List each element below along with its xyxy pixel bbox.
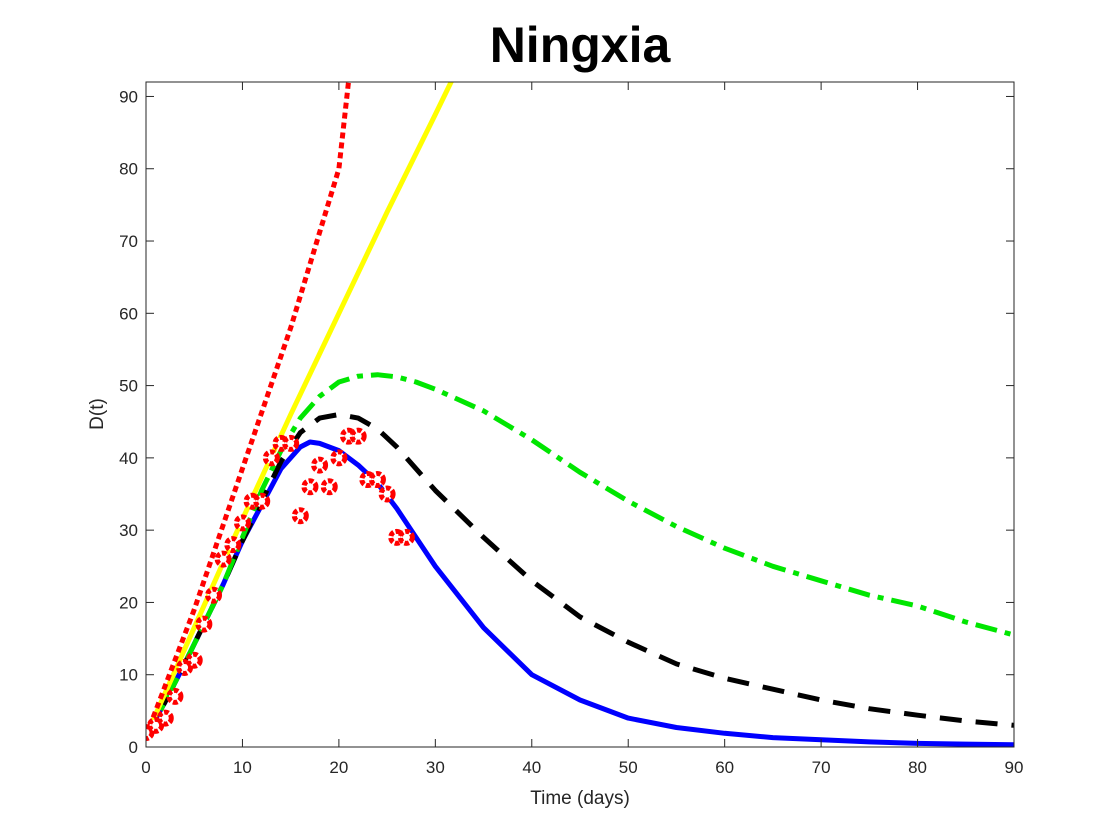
data-point-marker xyxy=(301,478,319,496)
y-tick-label: 30 xyxy=(119,521,138,540)
data-point-marker xyxy=(233,514,251,532)
y-tick-label: 70 xyxy=(119,232,138,251)
plot-frame xyxy=(145,81,1015,748)
red-dotted-curve xyxy=(146,82,351,738)
green-dashdot-curve xyxy=(146,372,1014,738)
data-point-marker xyxy=(320,478,338,496)
x-tick-label: 50 xyxy=(619,758,638,777)
data-point-marker xyxy=(156,709,174,727)
y-tick-label: 20 xyxy=(119,593,138,612)
data-point-marker xyxy=(214,550,232,568)
data-point-marker xyxy=(368,471,386,489)
data-point-marker xyxy=(253,492,271,510)
data-point-marker xyxy=(282,434,300,452)
x-tick-label: 10 xyxy=(233,758,252,777)
y-tick-label: 10 xyxy=(119,666,138,685)
chart-title: Ningxia xyxy=(490,17,672,73)
series-layer xyxy=(146,82,1014,747)
data-point-marker xyxy=(349,427,367,445)
data-point-marker xyxy=(311,456,329,474)
x-tick-label: 90 xyxy=(1005,758,1024,777)
y-tick-label: 90 xyxy=(119,87,138,106)
data-point-marker xyxy=(291,507,309,525)
data-point-marker xyxy=(330,449,348,467)
x-tick-label: 40 xyxy=(522,758,541,777)
y-tick-label: 80 xyxy=(119,160,138,179)
x-tick-label: 20 xyxy=(329,758,348,777)
y-axis-label: D(t) xyxy=(87,398,108,430)
yellow-solid-curve xyxy=(146,82,454,738)
x-axis-label: Time (days) xyxy=(530,788,630,809)
x-tick-label: 30 xyxy=(426,758,445,777)
x-tick-label: 80 xyxy=(908,758,927,777)
data-point-marker xyxy=(224,536,242,554)
y-tick-label: 0 xyxy=(129,738,138,757)
x-tick-label: 60 xyxy=(715,758,734,777)
data-point-marker xyxy=(185,651,203,669)
data-point-marker xyxy=(397,528,415,546)
observed-data-markers xyxy=(146,427,415,742)
data-point-marker xyxy=(262,449,280,467)
data-point-marker xyxy=(378,485,396,503)
y-tick-label: 60 xyxy=(119,304,138,323)
y-tick-label: 40 xyxy=(119,449,138,468)
data-point-marker xyxy=(205,586,223,604)
x-tick-label: 70 xyxy=(812,758,831,777)
data-point-marker xyxy=(166,687,184,705)
y-tick-label: 50 xyxy=(119,377,138,396)
plot-background xyxy=(146,82,1014,747)
x-tick-label: 0 xyxy=(141,758,150,777)
data-point-marker xyxy=(195,615,213,633)
axes-layer: 0 10 20 30 40 50 60 70 80 90 0 10 20 30 40 50 60 70 80 90 xyxy=(119,81,1024,777)
